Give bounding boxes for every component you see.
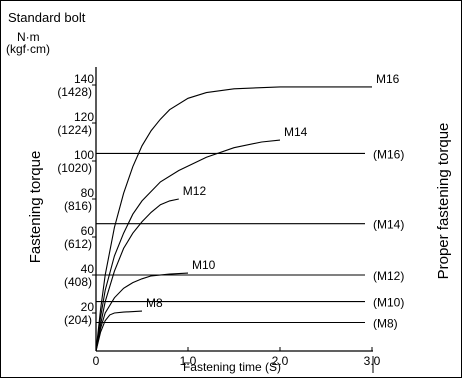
proper-torque-label: (M10) (373, 296, 404, 310)
y-tick-label-kgf: (204) (64, 313, 92, 327)
y-tick-label: 100 (74, 148, 94, 162)
proper-torque-label: (M12) (373, 269, 404, 283)
x-tick-label: 2.0 (272, 354, 289, 368)
y-tick-label-kgf: (1224) (57, 123, 92, 137)
chart-title: Standard bolt (8, 10, 86, 25)
x-tick-label: 1.0 (180, 354, 197, 368)
series-label: M8 (146, 296, 163, 310)
y-tick-label-kgf: (816) (64, 199, 92, 213)
x-tick-label: 0 (93, 354, 100, 368)
series-curves: M16 M14 M12 M10 M8 (95, 72, 400, 352)
axis-ticks: 20(204) 40(408) 60(612) 80(816) 100(1020) 120… (57, 72, 380, 368)
y-tick-label: 120 (74, 110, 94, 124)
y-tick-label-kgf: (408) (64, 275, 92, 289)
right-axis-title: Proper fastening torque (435, 123, 452, 280)
series-line (95, 139, 281, 352)
proper-torque-lines: (M16) (M14) (M12) (M10) (M8) (96, 147, 404, 331)
y-unit-secondary: (kgf·cm) (6, 42, 50, 56)
series-line (95, 272, 189, 352)
x-axis-title: Fastening time (S) (183, 360, 281, 374)
series-line (95, 86, 372, 352)
y-unit-primary: N·m (17, 30, 40, 44)
static-labels: Standard bolt N·m (kgf·cm) Fastening tor… (6, 10, 452, 374)
series-line (95, 310, 143, 352)
series-label: M10 (192, 258, 216, 272)
proper-torque-label: (M16) (373, 147, 404, 161)
series-label: M12 (183, 184, 207, 198)
series-line (95, 198, 179, 352)
y-tick-label: 60 (81, 224, 95, 238)
y-axis-title: Fastening torque (27, 151, 44, 264)
y-tick-label: 40 (81, 262, 95, 276)
y-tick-label-kgf: (1428) (57, 85, 92, 99)
proper-torque-label: (M14) (373, 218, 404, 232)
series-label: M14 (284, 125, 308, 139)
y-tick-label-kgf: (612) (64, 237, 92, 251)
proper-torque-label: (M8) (373, 317, 398, 331)
y-tick-label-kgf: (1020) (57, 161, 92, 175)
x-tick-label: 3.0 (364, 354, 381, 368)
y-tick-label: 20 (81, 300, 95, 314)
axes (95, 67, 374, 373)
y-tick-label: 80 (81, 186, 95, 200)
y-tick-label: 140 (74, 72, 94, 86)
series-label: M16 (376, 72, 400, 86)
